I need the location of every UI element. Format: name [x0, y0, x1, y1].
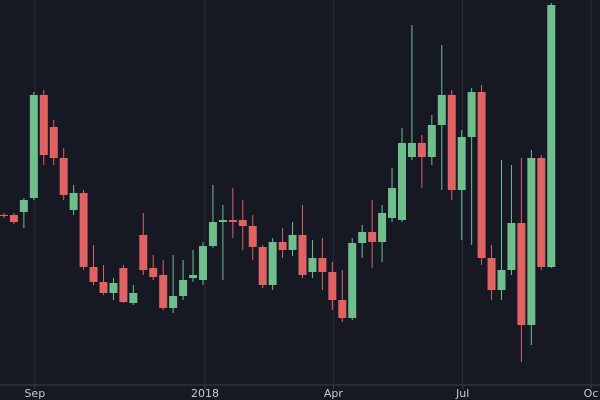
- candle-body: [368, 232, 377, 242]
- candle-body: [388, 188, 397, 218]
- candle-body: [278, 242, 287, 250]
- candle-body: [288, 235, 297, 250]
- candle-body: [119, 268, 128, 302]
- x-tick-label: 2018: [191, 387, 219, 400]
- candle-body: [527, 158, 536, 325]
- candle-body: [497, 270, 506, 290]
- candle-body: [477, 92, 486, 258]
- candle-body: [427, 125, 436, 157]
- candle-body: [487, 258, 496, 290]
- candle-body: [59, 158, 68, 195]
- candle-body: [159, 275, 168, 308]
- candle-body: [258, 247, 267, 285]
- candle-body: [189, 275, 198, 278]
- candle-body: [407, 143, 416, 157]
- candle-body: [358, 232, 367, 243]
- candle-body: [298, 235, 307, 275]
- candle-body: [397, 143, 406, 220]
- candle-body: [129, 293, 138, 303]
- candle-body: [9, 215, 18, 222]
- candle-body: [29, 95, 38, 198]
- candle-body: [467, 92, 476, 137]
- candle-body: [179, 280, 188, 296]
- candle-body: [0, 215, 8, 216]
- candle-body: [39, 95, 48, 155]
- candle-body: [348, 243, 357, 318]
- candle-body: [218, 220, 227, 222]
- candle-body: [198, 246, 207, 280]
- candle-body: [338, 300, 347, 318]
- candle-body: [457, 137, 466, 190]
- candle-body: [69, 193, 78, 210]
- candle-body: [169, 296, 178, 308]
- candle-body: [437, 95, 446, 125]
- candle-body: [139, 235, 148, 270]
- candle-body: [79, 193, 88, 267]
- candle-body: [537, 158, 546, 267]
- candle-body: [417, 143, 426, 157]
- candle-body: [109, 283, 118, 293]
- candle-body: [547, 5, 556, 267]
- candle-body: [378, 213, 387, 242]
- candle-body: [507, 223, 516, 270]
- candle-body: [308, 258, 317, 272]
- candle-body: [208, 222, 217, 246]
- candle-body: [89, 267, 98, 282]
- candle-body: [228, 220, 237, 222]
- candle-body: [19, 200, 28, 212]
- candle-body: [149, 268, 158, 277]
- candle-body: [49, 127, 58, 158]
- x-tick-label: Apr: [324, 387, 344, 400]
- x-tick-label: Jul: [455, 387, 469, 400]
- x-tick-label: Oc: [584, 387, 599, 400]
- candle-body: [318, 258, 327, 272]
- candle-body: [99, 282, 108, 293]
- candle-body: [238, 220, 247, 226]
- candle-body: [517, 223, 526, 325]
- candle-body: [447, 95, 456, 190]
- candle-body: [328, 272, 337, 300]
- candle-body: [248, 226, 257, 247]
- x-tick-label: Sep: [24, 387, 45, 400]
- candle-body: [268, 242, 277, 285]
